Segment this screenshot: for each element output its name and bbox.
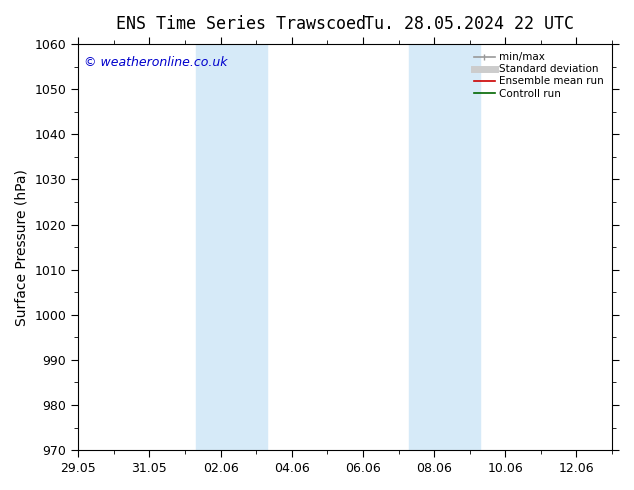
Legend: min/max, Standard deviation, Ensemble mean run, Controll run: min/max, Standard deviation, Ensemble me… [471, 49, 607, 102]
Bar [409, 44, 481, 450]
Text: © weatheronline.co.uk: © weatheronline.co.uk [84, 56, 227, 69]
Bar [196, 44, 267, 450]
Text: ENS Time Series Trawscoed: ENS Time Series Trawscoed [116, 15, 366, 33]
Text: Tu. 28.05.2024 22 UTC: Tu. 28.05.2024 22 UTC [364, 15, 574, 33]
Y-axis label: Surface Pressure (hPa): Surface Pressure (hPa) [15, 169, 29, 325]
